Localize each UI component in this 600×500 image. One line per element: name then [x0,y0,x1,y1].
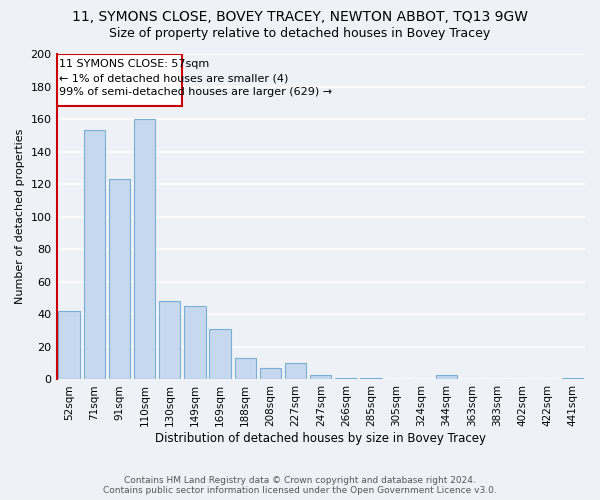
Bar [562,378,583,380]
Text: 11, SYMONS CLOSE, BOVEY TRACEY, NEWTON ABBOT, TQ13 9GW: 11, SYMONS CLOSE, BOVEY TRACEY, NEWTON A… [72,10,528,24]
Bar [285,363,307,380]
Bar [209,329,231,380]
Y-axis label: Number of detached properties: Number of detached properties [15,129,25,304]
X-axis label: Distribution of detached houses by size in Bovey Tracey: Distribution of detached houses by size … [155,432,486,445]
Bar [109,180,130,380]
Bar [83,130,105,380]
Bar [58,311,80,380]
Bar [159,302,181,380]
Text: 11 SYMONS CLOSE: 57sqm: 11 SYMONS CLOSE: 57sqm [59,59,209,69]
Bar [335,378,356,380]
Text: Contains HM Land Registry data © Crown copyright and database right 2024.
Contai: Contains HM Land Registry data © Crown c… [103,476,497,495]
Bar [134,119,155,380]
Bar [235,358,256,380]
Text: 99% of semi-detached houses are larger (629) →: 99% of semi-detached houses are larger (… [59,86,332,97]
Bar [56,54,182,106]
Bar [436,374,457,380]
Bar [260,368,281,380]
Bar [310,374,331,380]
Text: ← 1% of detached houses are smaller (4): ← 1% of detached houses are smaller (4) [59,74,289,84]
Bar [184,306,206,380]
Bar [361,378,382,380]
Text: Size of property relative to detached houses in Bovey Tracey: Size of property relative to detached ho… [109,28,491,40]
